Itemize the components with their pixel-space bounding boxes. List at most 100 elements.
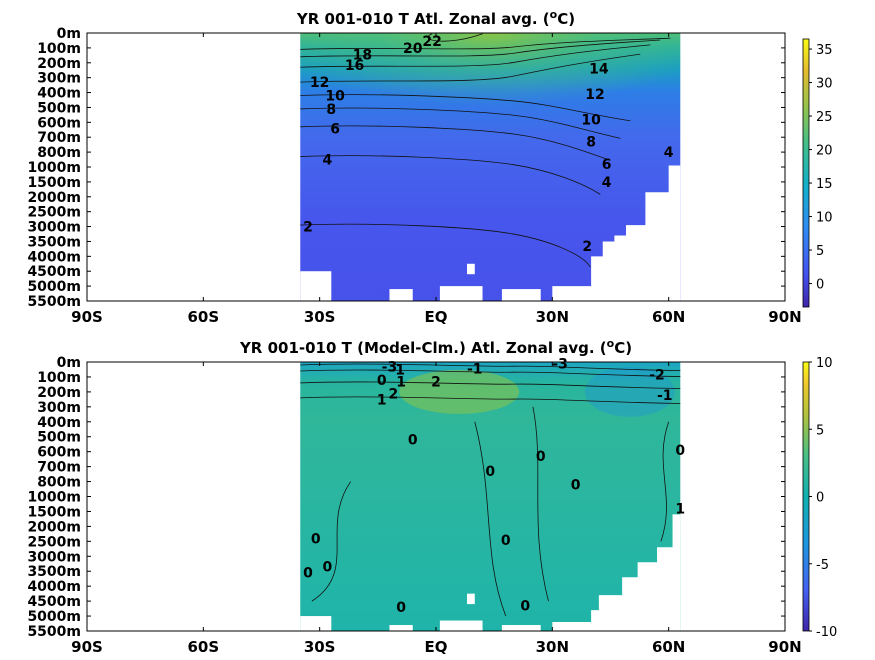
contour-label: 16: [345, 58, 364, 74]
contour-label: 0: [536, 449, 546, 465]
x-tick-label: 90S: [71, 638, 103, 656]
contour-label: 0: [396, 600, 406, 616]
y-tick-label: 1500m: [27, 175, 81, 191]
colorbar-tick-label: 15: [816, 177, 833, 192]
y-tick-label: 700m: [37, 460, 81, 476]
x-tick-label: 30S: [304, 638, 336, 656]
contour-label: 0: [323, 560, 333, 576]
contour-label: -3: [552, 356, 568, 372]
y-tick-label: 3500m: [27, 564, 81, 580]
colorbar-tick-label: 35: [816, 43, 833, 58]
colorbar-tick-label: 20: [816, 144, 833, 159]
contour-line: [532, 406, 549, 602]
contour-line: [300, 39, 661, 58]
colorbar-tick-label: -10: [816, 625, 837, 640]
contour-label: 0: [408, 433, 418, 449]
contour-label: 6: [330, 121, 340, 137]
contour-label: 22: [422, 34, 441, 50]
y-tick-label: 500m: [37, 100, 81, 116]
y-tick-label: 2000m: [27, 190, 81, 206]
contour-label: 8: [326, 102, 336, 118]
x-tick-label: 60S: [187, 638, 219, 656]
contour-label: 0: [520, 599, 530, 615]
contour-label: 14: [589, 62, 609, 78]
y-tick-label: 1500m: [27, 504, 81, 520]
y-tick-label: 4000m: [27, 579, 81, 595]
contour-lines: [300, 33, 671, 268]
contour-label: -3: [382, 359, 398, 375]
contour-label: 0: [377, 373, 387, 389]
y-tick-label: 400m: [37, 86, 81, 102]
y-tick-label: 0m: [57, 26, 81, 42]
colorbar-tick-label: 10: [816, 356, 833, 371]
contour-label: 1: [675, 501, 685, 517]
cold-anomaly-region: [584, 366, 675, 417]
contour-line: [300, 369, 681, 377]
contour-lines: [300, 363, 681, 617]
bathymetry-mask: [300, 165, 681, 301]
y-tick-label: 100m: [37, 41, 81, 57]
contour-line: [300, 107, 621, 139]
warm-surface-region: [300, 33, 681, 154]
contour-label: 2: [388, 386, 398, 402]
y-tick-label: 5500m: [27, 624, 81, 640]
bathymetry-mask: [300, 514, 681, 631]
contour-label: 4: [602, 175, 612, 191]
y-tick-label: 5000m: [27, 279, 81, 295]
contour-line: [300, 53, 641, 83]
x-tick-label: 60N: [652, 308, 685, 326]
y-tick-label: 2500m: [27, 534, 81, 550]
contour-line: [300, 396, 681, 404]
y-tick-label: 300m: [37, 71, 81, 87]
contour-line: [300, 223, 591, 268]
y-tick-label: 4500m: [27, 264, 81, 280]
contour-label: 4: [323, 153, 333, 169]
contour-label: 0: [311, 531, 321, 547]
colorbar-tick-label: -5: [816, 558, 829, 573]
contour-label: 0: [571, 478, 581, 494]
y-tick-label: 2000m: [27, 519, 81, 535]
y-tick-label: 600m: [37, 445, 81, 461]
y-tick-label: 100m: [37, 370, 81, 386]
x-tick-label: EQ: [425, 638, 448, 656]
contour-label: 8: [586, 135, 596, 151]
contour-label: -2: [649, 368, 665, 384]
contour-line: [300, 94, 631, 122]
colorbar: [802, 38, 810, 308]
y-tick-label: 0m: [57, 355, 81, 371]
colorbar: [802, 361, 810, 632]
colorbar-tick-label: 5: [816, 423, 824, 438]
y-tick-label: 5000m: [27, 609, 81, 625]
y-tick-label: 300m: [37, 400, 81, 416]
contour-line: [660, 421, 670, 542]
contour-line: [300, 125, 611, 161]
colorbar-tick-label: 25: [816, 110, 833, 125]
y-tick-label: 5500m: [27, 294, 81, 310]
contour-line: [474, 421, 507, 617]
chart-title: YR 001-010 T (Model-Clm.) Atl. Zonal avg…: [239, 337, 632, 357]
contour-label: 0: [485, 464, 495, 480]
contour-label: 1: [377, 392, 387, 408]
contour-label: 18: [353, 48, 372, 64]
contour-label: 2: [582, 239, 592, 255]
contour-label: -1: [389, 362, 405, 378]
contour-label: 0: [303, 566, 313, 582]
contour-label: -1: [467, 362, 483, 378]
y-tick-label: 600m: [37, 115, 81, 131]
x-tick-label: 30S: [304, 308, 336, 326]
y-tick-label: 4000m: [27, 249, 81, 265]
x-tick-label: 30N: [536, 638, 569, 656]
y-tick-label: 1000m: [27, 490, 81, 506]
y-tick-label: 800m: [37, 475, 81, 491]
x-tick-label: 30N: [536, 308, 569, 326]
contour-label: 4: [664, 145, 674, 161]
x-tick-label: 60N: [652, 638, 685, 656]
colorbar-tick-label: 30: [816, 77, 833, 92]
y-tick-label: 4500m: [27, 594, 81, 610]
top-panel: 2220181612108642214121086440m100m200m300…: [27, 8, 832, 326]
colorbar-tick-label: 0: [816, 278, 824, 293]
contour-line: [311, 481, 352, 602]
y-tick-label: 1000m: [27, 160, 81, 176]
y-tick-label: 200m: [37, 385, 81, 401]
